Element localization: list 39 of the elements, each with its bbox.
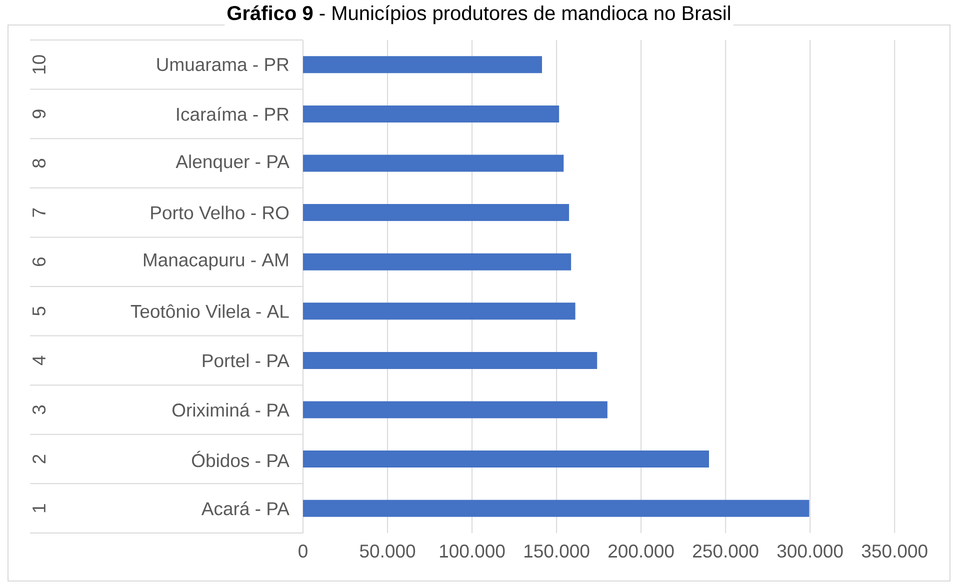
x-tick-label: 150.000: [524, 544, 590, 558]
bar: [303, 302, 576, 320]
y-tick-label: Portel - PA: [202, 354, 290, 368]
text: 4: [32, 356, 46, 366]
text: 2: [32, 454, 46, 464]
y-tick-label: Manacapuru - AM: [144, 254, 288, 270]
bar: [303, 253, 572, 270]
bar: [303, 154, 564, 172]
chart-title: Gráfico 9 - Municípios produtores de mandioca no Brasil: [227, 5, 730, 24]
y-tick-label: Oriximiná - PA: [172, 402, 290, 417]
text: 6: [32, 258, 46, 266]
text: 1: [32, 504, 46, 512]
bar: [303, 105, 560, 122]
bar: [303, 352, 598, 369]
y-tick-label: Acará - PA: [201, 501, 290, 516]
y-tick-label: Óbidos - PA: [192, 450, 290, 468]
x-tick-label: 0: [298, 544, 308, 558]
x-tick-label: 200.000: [608, 544, 674, 558]
text: 7: [32, 208, 46, 217]
text: 8: [32, 158, 46, 168]
y-tick-label: Icaraíma - PR: [177, 107, 289, 121]
y-tick-label: Umuarama - PR: [157, 58, 289, 72]
text: 3: [32, 405, 46, 414]
bar: [303, 204, 570, 222]
x-tick-label: 100.000: [440, 544, 505, 558]
bar: [303, 450, 710, 468]
y-tick-label: Alenquer - PA: [176, 154, 290, 172]
x-tick-label: 50.000: [360, 544, 416, 558]
bar: [303, 401, 608, 418]
y-tick-label: Teotônio Vilela - AL: [130, 304, 289, 318]
x-tick-label: 250.000: [693, 544, 758, 558]
y-tick-label: Porto Velho - RO: [151, 206, 289, 220]
text: 9: [32, 110, 46, 118]
x-tick-label: 350.000: [862, 544, 928, 558]
text: 5: [32, 306, 46, 316]
text: 10: [32, 55, 46, 74]
bar: [303, 500, 810, 517]
x-tick-label: 300.000: [777, 544, 843, 558]
bar: [303, 56, 542, 74]
